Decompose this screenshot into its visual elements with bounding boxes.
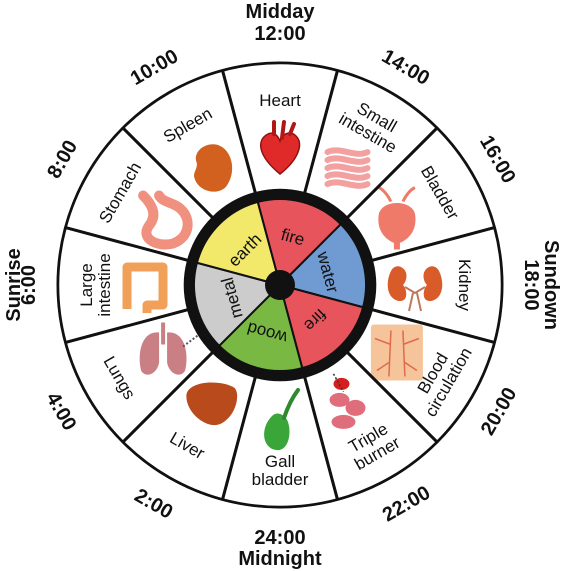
sector-divider [221,70,257,194]
sector-divider [221,376,257,500]
sector-divider [371,226,495,262]
time-label: 10:00 [127,45,182,90]
time-label-group: 2:00 [131,485,177,524]
triple-burner-icon [329,373,366,429]
sector-divider [121,351,214,444]
sector-divider [371,308,495,344]
time-label: 4:00 [41,389,80,435]
element-sector [278,283,365,370]
stomach-icon [138,190,193,250]
time-label: 20:00 [477,384,522,439]
organ-label-line: Large [77,263,96,306]
sector-divider [346,351,439,444]
small-intestine-icon [324,147,371,189]
organ-label-line: bladder [252,470,309,489]
time-label-group: 4:00 [41,389,80,435]
time-label: 16:00 [475,132,520,187]
element-sector [193,261,282,348]
blood-circulation-icon [370,324,423,381]
time-label-group: 12:00 [254,23,305,45]
element-sector [195,200,282,287]
kidney-icon [387,266,443,312]
organ-label-line: intestine [95,253,114,316]
element-sector [278,222,367,309]
time-label-group: 6:00 [18,265,40,305]
spleen-icon [194,144,233,192]
time-label-group: 16:00 [475,132,520,187]
time-label: 8:00 [43,137,82,183]
time-label-group: 22:00 [379,482,434,527]
sector-divider [303,70,339,194]
midday-label: Midday [246,1,316,23]
center-hub [265,270,295,300]
midnight-label: Midnight [238,548,322,570]
time-label: 14:00 [378,45,433,90]
time-label-group: 24:00 [254,527,305,549]
time-label: 2:00 [131,485,177,524]
heart-icon [259,120,301,175]
time-label-group: 20:00 [477,384,522,439]
time-label-group: 8:00 [43,137,82,183]
time-label: 12:00 [254,23,305,45]
organ-segment: Bladder [345,126,496,262]
sector-divider [65,308,189,344]
sector-divider [65,226,189,262]
outer-ring: Heart SmallintestineBladderKidneyBloodcir… [56,61,504,509]
element-sector [217,283,304,372]
organ-label-line: Kidney [455,259,474,311]
bladder-icon [378,186,416,250]
time-label: 6:00 [18,265,40,305]
organ-label: Heart [259,91,301,110]
sundown-label: Sundown [540,240,562,330]
time-label: 22:00 [379,482,434,527]
liver-icon [186,382,238,426]
time-label-group: 14:00 [378,45,433,90]
sector-divider [121,126,214,219]
time-label: 24:00 [254,527,305,549]
gall-bladder-icon [264,388,300,451]
organ-label: Kidney [455,259,474,311]
organ-label: Large intestine [77,253,114,316]
organ-label-line: Gall [265,452,295,471]
element-sector [256,198,343,287]
organ-segment: Liver [121,350,257,501]
large-intestine-icon [122,262,168,313]
sector-divider [303,376,339,500]
sunrise-label: Sunrise [3,248,25,321]
time-label-group: 10:00 [127,45,182,90]
sector-divider [346,126,439,219]
time-label-group: 18:00 [520,259,542,310]
organ-label-line: Heart [259,91,301,110]
time-label: 18:00 [520,259,542,310]
